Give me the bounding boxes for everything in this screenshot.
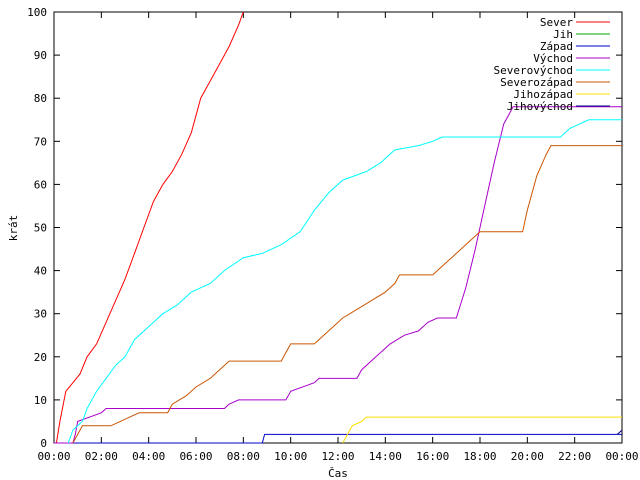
x-tick-label: 22:00 <box>558 450 591 463</box>
x-tick-label: 20:00 <box>511 450 544 463</box>
y-tick-label: 0 <box>40 437 47 450</box>
x-tick-label: 16:00 <box>416 450 449 463</box>
y-tick-label: 30 <box>34 308 47 321</box>
legend-label: Sever <box>540 16 573 29</box>
x-tick-label: 04:00 <box>132 450 165 463</box>
legend-label: Severovýchod <box>494 64 573 77</box>
axis-ticks: 0 10 20 30 40 50 60 70 80 90 100 00:00 02:00 04:00 06:… <box>27 6 638 463</box>
series-line-jihovýchod <box>616 429 623 435</box>
series-lines <box>54 11 623 444</box>
x-tick-label: 06:00 <box>179 450 212 463</box>
legend-label: Západ <box>540 40 573 53</box>
legend-label: Jih <box>553 28 573 41</box>
x-tick-label: 08:00 <box>227 450 260 463</box>
series-line-východ <box>54 106 622 444</box>
y-tick-label: 90 <box>34 49 47 62</box>
y-tick-label: 50 <box>34 222 47 235</box>
series-line-severozápad <box>72 145 622 444</box>
legend-label: Východ <box>533 52 573 65</box>
y-tick-label: 70 <box>34 135 47 148</box>
x-tick-label: 14:00 <box>369 450 402 463</box>
legend-label: Jihozápad <box>513 88 573 101</box>
series-line-severovýchod <box>67 119 622 444</box>
y-tick-label: 80 <box>34 92 47 105</box>
x-tick-label: 18:00 <box>463 450 496 463</box>
y-tick-label: 60 <box>34 178 47 191</box>
y-tick-label: 20 <box>34 351 47 364</box>
x-tick-label: 00:00 <box>37 450 70 463</box>
x-tick-label: 10:00 <box>274 450 307 463</box>
x-tick-label: 02:00 <box>85 450 118 463</box>
series-line-sever <box>55 11 244 444</box>
series-line-západ <box>54 433 622 444</box>
series-line-jihozápad <box>342 416 622 444</box>
legend: SeverJihZápadVýchodSeverovýchodSeverozáp… <box>494 16 610 113</box>
x-tick-label: 12:00 <box>321 450 354 463</box>
y-axis-label: krát <box>7 215 20 242</box>
y-tick-label: 100 <box>27 6 47 19</box>
y-tick-label: 40 <box>34 265 47 278</box>
y-tick-label: 10 <box>34 394 47 407</box>
x-axis-label: Čas <box>328 467 348 480</box>
x-tick-label: 00:00 <box>605 450 638 463</box>
legend-label: Severozápad <box>500 76 573 89</box>
legend-label: Jihovýchod <box>507 100 573 113</box>
